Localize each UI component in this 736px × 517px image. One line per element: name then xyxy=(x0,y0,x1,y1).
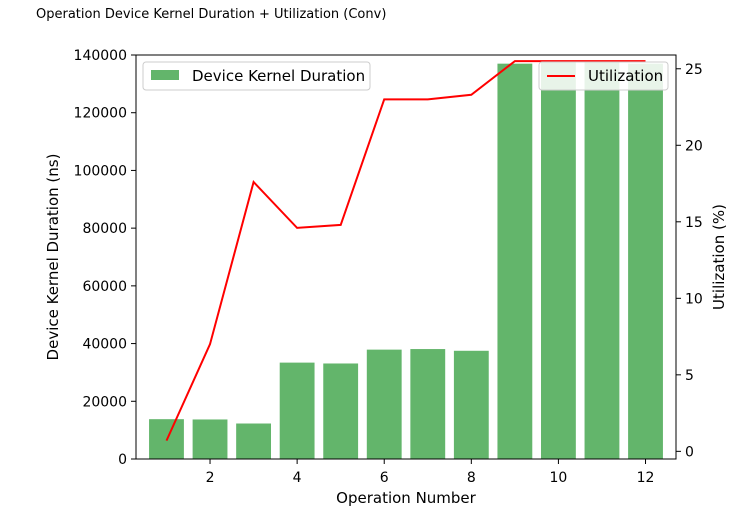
bar-3 xyxy=(236,424,271,459)
y2-axis-label: Utilization (%) xyxy=(710,204,728,310)
bar-4 xyxy=(280,363,315,459)
y-tick-label: 100000 xyxy=(74,163,127,179)
bar-6 xyxy=(367,350,402,459)
bar-2 xyxy=(193,419,228,459)
x-tick-label: 6 xyxy=(380,470,389,486)
y-tick-label: 0 xyxy=(118,452,127,468)
bar-10 xyxy=(541,62,576,459)
x-axis-label: Operation Number xyxy=(336,489,477,507)
x-tick-label: 2 xyxy=(206,470,215,486)
x-tick-label: 8 xyxy=(467,470,476,486)
bar-11 xyxy=(585,62,620,459)
y-tick-label: 20000 xyxy=(82,394,127,410)
bar-8 xyxy=(454,351,489,459)
legend-utilization-label: Utilization xyxy=(588,67,663,85)
x-tick-label: 10 xyxy=(550,470,568,486)
y2-tick-label: 20 xyxy=(685,138,703,154)
bar-7 xyxy=(410,349,445,459)
y2-tick-label: 25 xyxy=(685,62,703,78)
y2-tick-label: 0 xyxy=(685,444,694,460)
y-tick-label: 140000 xyxy=(74,48,127,64)
legend-duration: Device Kernel Duration xyxy=(143,62,370,90)
y2-tick-label: 10 xyxy=(685,291,703,307)
bar-5 xyxy=(323,363,358,459)
y-tick-label: 40000 xyxy=(82,337,127,353)
bar-12 xyxy=(628,64,663,459)
y-tick-label: 120000 xyxy=(74,106,127,122)
bar-9 xyxy=(497,64,532,459)
legend-duration-swatch xyxy=(151,70,179,80)
legend-duration-label: Device Kernel Duration xyxy=(192,67,365,85)
y-tick-label: 60000 xyxy=(82,279,127,295)
legend-utilization: Utilization xyxy=(539,62,668,90)
x-tick-label: 12 xyxy=(637,470,655,486)
y-tick-label: 80000 xyxy=(82,221,127,237)
y2-tick-label: 15 xyxy=(685,215,703,231)
x-tick-label: 4 xyxy=(293,470,302,486)
y-axis-label: Device Kernel Duration (ns) xyxy=(44,154,62,361)
y2-tick-label: 5 xyxy=(685,368,694,384)
bars-layer xyxy=(149,62,663,459)
